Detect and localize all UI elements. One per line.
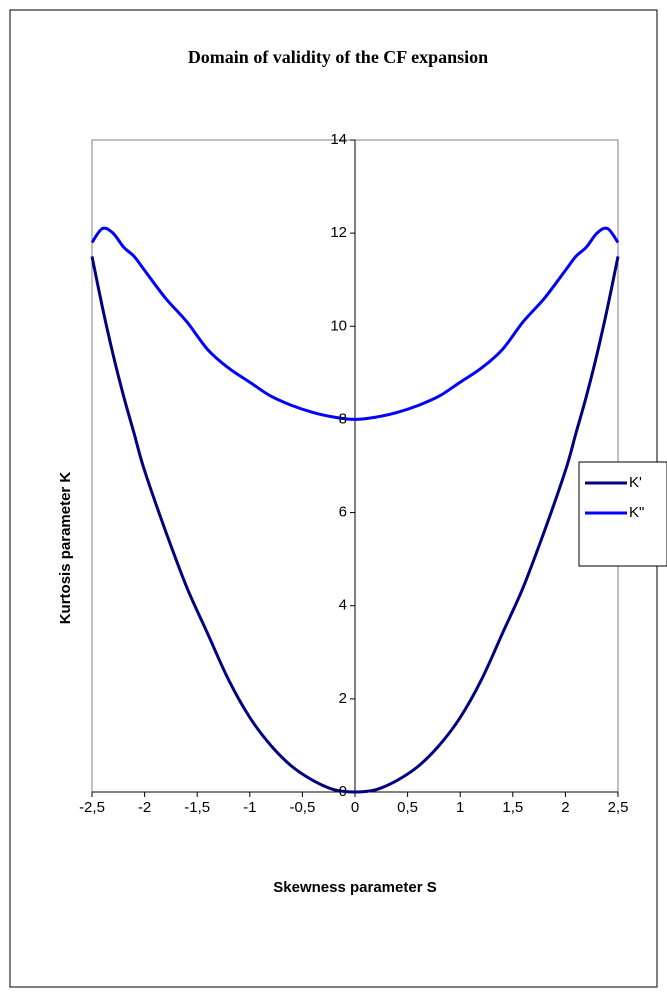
x-tick-label: -0,5 — [289, 799, 315, 816]
y-tick-label: 14 — [330, 131, 347, 148]
x-tick-label: 2 — [561, 799, 569, 816]
x-tick-label: -2 — [138, 799, 151, 816]
y-axis-label: Kurtosis parameter K — [57, 472, 74, 625]
x-tick-label: -1,5 — [184, 799, 210, 816]
y-tick-label: 2 — [339, 690, 347, 707]
chart-title: Domain of validity of the CF expansion — [188, 47, 488, 67]
y-tick-label: 0 — [339, 783, 347, 800]
x-tick-label: 2,5 — [608, 799, 629, 816]
x-tick-label: 0 — [351, 799, 359, 816]
x-tick-label: 0,5 — [397, 799, 418, 816]
x-axis-label: Skewness parameter S — [273, 879, 436, 896]
y-tick-label: 8 — [339, 410, 347, 427]
y-tick-label: 6 — [339, 504, 347, 521]
x-tick-label: 1,5 — [502, 799, 523, 816]
legend-label-1: K' — [629, 474, 642, 491]
legend: K' K" — [578, 461, 667, 567]
x-tick-label: 1 — [456, 799, 464, 816]
x-tick-label: -2,5 — [79, 799, 105, 816]
x-tick-label: -1 — [243, 799, 256, 816]
legend-label-2: K" — [629, 504, 644, 521]
y-tick-label: 10 — [330, 317, 347, 334]
series-line-2 — [90, 226, 620, 421]
series-layer — [90, 226, 620, 794]
series-line-1 — [90, 256, 620, 794]
y-tick-label: 4 — [339, 597, 347, 614]
tick-labels: -2,5 -2 -1,5 -1 -0,5 0 0,5 1 1,5 2 2,5 0 2 4 6 8 10 12 14 — [79, 131, 628, 816]
y-tick-label: 12 — [330, 224, 347, 241]
